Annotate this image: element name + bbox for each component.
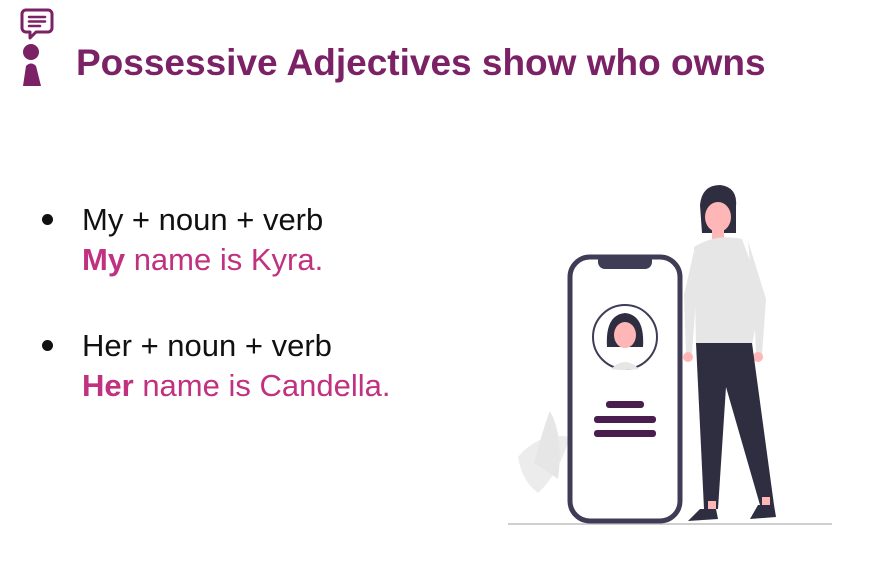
woman-with-phone-profile-illustration [508, 185, 832, 525]
example-rest: name is Candella. [133, 368, 391, 403]
example-rest: name is Kyra. [125, 242, 324, 277]
page-title: Possessive Adjectives show who owns [76, 42, 766, 83]
example-sentence: My name is Kyra. [82, 240, 518, 280]
bullet-dot [42, 340, 53, 351]
bullet-item-her: Her + noun + verb Her name is Candella. [38, 326, 518, 406]
speaking-person-icon [20, 8, 54, 86]
formula-text: Her + noun + verb [82, 328, 332, 363]
bullet-item-my: My + noun + verb My name is Kyra. [38, 200, 518, 280]
bullet-list: My + noun + verb My name is Kyra. Her + … [38, 200, 518, 452]
example-possessive: Her [82, 368, 134, 403]
example-possessive: My [82, 242, 126, 277]
formula-text: My + noun + verb [82, 202, 324, 237]
bullet-dot [42, 214, 53, 225]
example-sentence: Her name is Candella. [82, 366, 518, 406]
